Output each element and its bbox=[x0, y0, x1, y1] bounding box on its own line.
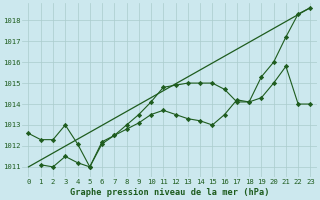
X-axis label: Graphe pression niveau de la mer (hPa): Graphe pression niveau de la mer (hPa) bbox=[70, 188, 269, 197]
